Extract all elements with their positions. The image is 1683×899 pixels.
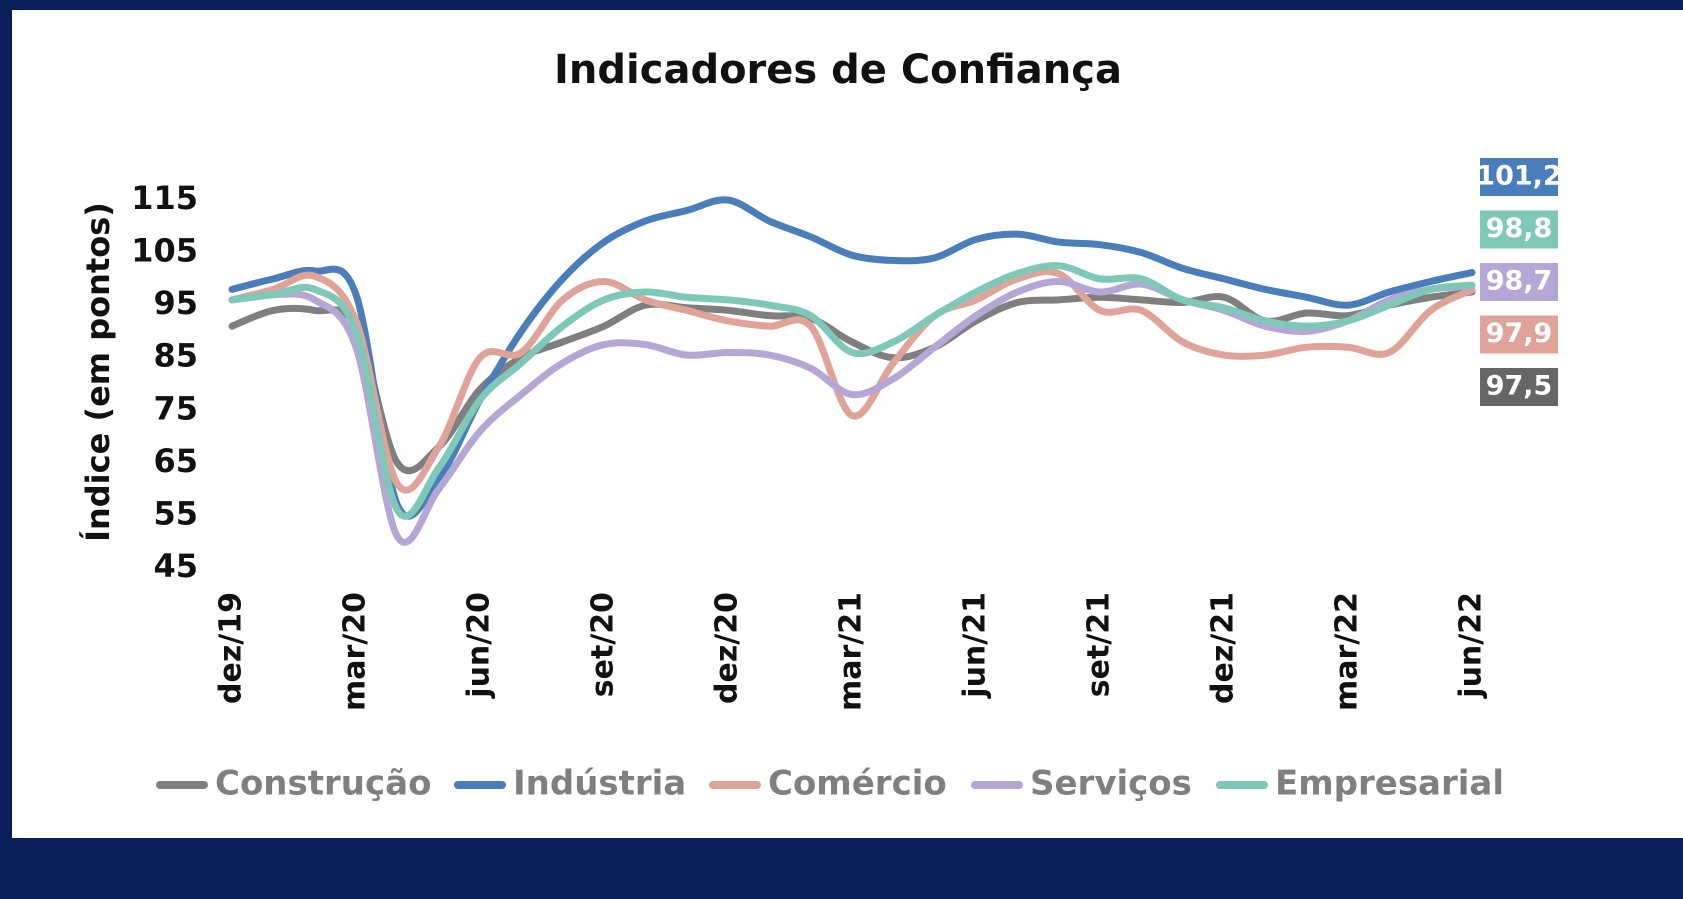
panel xyxy=(12,10,1683,838)
end-label: 97,9 xyxy=(1486,318,1553,349)
x-tick-label: dez/20 xyxy=(710,592,745,704)
legend-label: Empresarial xyxy=(1275,764,1504,804)
legend-label: Comércio xyxy=(768,764,947,804)
series-line xyxy=(228,268,1476,494)
legend-label: Indústria xyxy=(513,764,686,804)
end-label-box xyxy=(1480,210,1558,249)
x-tick-label: set/21 xyxy=(1082,592,1117,697)
series-line xyxy=(228,262,1476,520)
y-axis-label: Índice (em pontos) xyxy=(79,202,117,542)
legend-label: Serviços xyxy=(1030,764,1192,804)
legend-label: Construção xyxy=(215,764,431,804)
y-tick-label: 105 xyxy=(131,232,198,270)
x-tick-label: jun/21 xyxy=(958,592,993,699)
chart-title: Indicadores de Confiança xyxy=(554,47,1122,93)
y-tick-label: 85 xyxy=(153,337,198,375)
end-label-box xyxy=(1480,315,1558,354)
x-tick-label: dez/19 xyxy=(214,592,249,704)
x-tick-label: jun/22 xyxy=(1454,592,1489,699)
end-label: 101,2 xyxy=(1476,161,1561,192)
end-label: 98,7 xyxy=(1486,266,1553,297)
y-tick-label: 55 xyxy=(153,494,198,532)
x-tick-label: mar/21 xyxy=(834,592,869,711)
x-tick-label: set/20 xyxy=(586,592,621,697)
y-tick-label: 115 xyxy=(131,179,198,217)
y-tick-label: 45 xyxy=(153,547,198,585)
x-tick-label: mar/22 xyxy=(1330,592,1365,711)
series-line xyxy=(228,277,1476,546)
end-label-box xyxy=(1480,158,1558,196)
x-tick-label: mar/20 xyxy=(338,592,373,711)
end-label-box xyxy=(1480,263,1558,301)
end-label: 97,5 xyxy=(1486,371,1553,402)
end-label-box xyxy=(1480,368,1558,406)
x-tick-label: jun/20 xyxy=(462,592,497,699)
y-tick-label: 95 xyxy=(153,284,198,322)
y-tick-label: 75 xyxy=(153,389,198,427)
x-tick-label: dez/21 xyxy=(1206,592,1241,704)
end-label: 98,8 xyxy=(1486,213,1553,244)
y-tick-label: 65 xyxy=(153,442,198,480)
